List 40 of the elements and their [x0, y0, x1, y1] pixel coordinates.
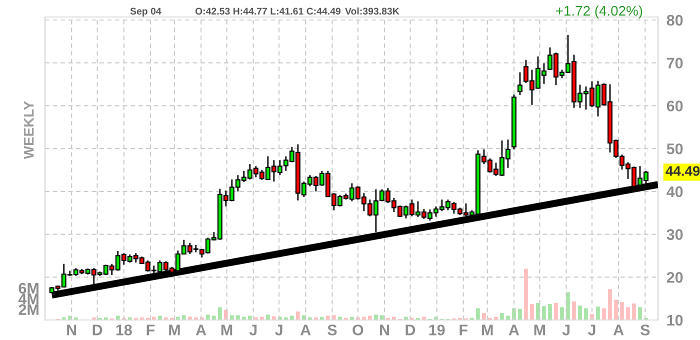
x-tick-label: S [640, 324, 650, 336]
x-tick-label: D [92, 324, 102, 336]
x-tick-label: F [460, 324, 468, 336]
x-tick-label: A [196, 324, 206, 336]
y-tick-label: 40 [666, 186, 683, 198]
x-tick-label: J [562, 324, 570, 336]
x-tick-label: M [221, 324, 232, 336]
text: Sep 04 [130, 8, 162, 17]
x-tick-label: S [328, 324, 337, 336]
y-tick-label: 30 [666, 229, 683, 240]
x-tick-label: 18 [116, 324, 132, 336]
x-tick-label: J [588, 324, 596, 336]
y2-tick-label: 6M [18, 282, 38, 294]
x-tick-label: A [300, 324, 311, 336]
y-tick-label: 60 [666, 100, 683, 112]
x-tick-label: N [67, 324, 76, 336]
annotation: +1.72 (4.02%) [556, 6, 642, 18]
y-tick-label: 70 [666, 58, 683, 69]
x-tick-label: M [169, 324, 180, 336]
y2-tick-label: 2M [18, 304, 38, 315]
x-tick-label: F [146, 324, 155, 336]
x-tick-label: M [534, 324, 546, 336]
y-tick-label: 10 [667, 314, 683, 326]
text: O:42.53 H:44.77 L:41.61 C:44.49 [195, 8, 341, 15]
annotation: 44.49 [666, 166, 700, 176]
x-tick-label: A [613, 324, 624, 336]
y2-tick-label: 4M [18, 294, 38, 304]
x-tick-label: M [482, 324, 493, 336]
x-tick-label: J [275, 324, 282, 336]
y-tick-label: 20 [666, 272, 683, 283]
x-tick-label: O [352, 324, 364, 336]
x-tick-label: A [508, 324, 520, 336]
text: Vol:393.83K [345, 7, 400, 15]
x-tick-label: 19 [429, 324, 445, 336]
y-tick-label: 50 [666, 143, 683, 154]
x-tick-label: N [380, 324, 389, 336]
x-tick-label: D [406, 324, 416, 336]
text: WEEKLY [24, 101, 34, 160]
y-tick-label: 80 [666, 14, 683, 26]
x-tick-label: J [249, 324, 257, 336]
